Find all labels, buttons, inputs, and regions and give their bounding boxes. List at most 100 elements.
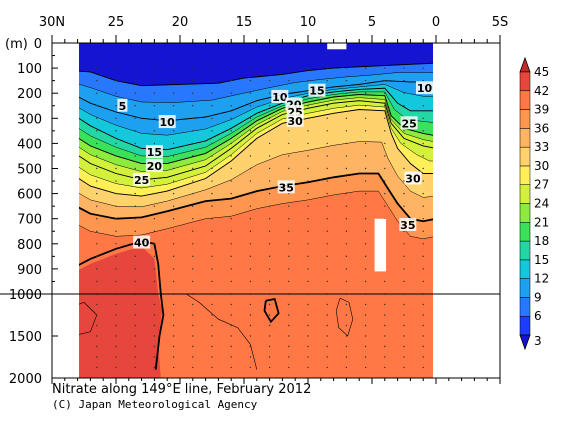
- contour-label: 35: [400, 219, 415, 232]
- colorbar-swatch: [519, 203, 531, 223]
- sample-dot: [211, 205, 213, 207]
- sample-dot: [230, 255, 232, 258]
- sample-dot: [77, 304, 78, 305]
- sample-dot: [422, 130, 424, 132]
- sample-dot: [96, 230, 98, 232]
- x-axis: 30N 25 20 15 10 5 0 5S: [39, 15, 508, 384]
- sample-dot: [172, 324, 175, 327]
- sample-dot: [96, 155, 98, 157]
- sample-dot: [192, 79, 194, 82]
- sample-dot: [77, 205, 78, 206]
- sample-dot: [115, 268, 117, 270]
- contour-25: [79, 100, 433, 181]
- sample-dot: [134, 280, 136, 283]
- sample-dot: [230, 366, 232, 369]
- sample-dot: [134, 67, 136, 69]
- sample-dot: [384, 345, 386, 348]
- sample-dot: [268, 54, 271, 57]
- sample-dot: [115, 314, 117, 316]
- sample-dot: [115, 192, 117, 195]
- sample-dot: [268, 280, 271, 283]
- x-tick-label: 5: [368, 15, 376, 30]
- sample-dot: [77, 356, 78, 357]
- sample-dot: [192, 230, 194, 232]
- colorbar-swatch: [519, 315, 531, 336]
- y-tick-label: 2000: [9, 372, 42, 387]
- sample-dot: [364, 67, 367, 69]
- sample-dot: [230, 303, 232, 306]
- sample-dot: [403, 130, 405, 132]
- sample-dot: [268, 314, 271, 316]
- sample-dot: [403, 335, 405, 337]
- contour-label: 10: [160, 116, 176, 129]
- sample-dot: [230, 79, 232, 82]
- fill-band-lowest: [79, 43, 433, 86]
- contour-label-bg: [133, 172, 151, 186]
- sample-dot: [192, 303, 194, 306]
- sample-dot: [268, 345, 271, 348]
- sample-dot: [211, 155, 213, 157]
- sample-dot: [211, 230, 213, 232]
- contour-label-bg: [400, 116, 418, 130]
- sample-dot: [77, 143, 78, 144]
- sample-dot: [96, 366, 98, 369]
- sample-dot: [96, 180, 98, 182]
- sample-dot: [115, 180, 117, 182]
- sample-dot: [268, 105, 271, 107]
- sample-dot: [172, 205, 175, 207]
- sample-dot: [422, 205, 424, 207]
- sample-dot: [384, 155, 386, 157]
- sample-dot: [192, 192, 194, 195]
- sample-dot: [307, 79, 309, 82]
- sample-dot: [249, 79, 252, 82]
- sample-dot: [211, 67, 213, 69]
- x-tick-label: 10: [300, 15, 317, 30]
- sample-dot: [249, 130, 252, 132]
- sample-dot: [249, 54, 252, 57]
- contour-label-bg: [145, 145, 163, 159]
- sample-dot: [192, 130, 194, 132]
- sample-dot: [249, 192, 252, 195]
- contour-35: [79, 172, 433, 223]
- sample-dot: [345, 54, 348, 57]
- sample-dot: [153, 79, 156, 82]
- sample-dot: [307, 67, 309, 69]
- sample-dot: [153, 142, 156, 145]
- sample-dot: [345, 335, 348, 337]
- sample-dot: [77, 335, 78, 336]
- sample-dot: [345, 243, 348, 245]
- sample-dot: [96, 314, 98, 316]
- sample-dot: [422, 366, 424, 369]
- sample-dot: [403, 324, 405, 327]
- contour-lens: [335, 297, 354, 337]
- sample-dot: [211, 324, 213, 327]
- sample-dot: [364, 167, 367, 170]
- sample-dot: [364, 79, 367, 82]
- contour-label-bg: [277, 180, 295, 194]
- sample-dot: [153, 345, 156, 348]
- sample-dot: [249, 105, 252, 107]
- colorbar-label: 45: [534, 65, 549, 79]
- sample-dot: [288, 255, 290, 258]
- sample-dot: [326, 92, 328, 94]
- sample-dot: [249, 324, 252, 327]
- colorbar-label: 3: [534, 334, 542, 348]
- sample-dot: [153, 255, 156, 258]
- sample-dot: [172, 280, 175, 283]
- contour-label: 25: [134, 174, 149, 187]
- sample-dot: [153, 205, 156, 207]
- sample-dot: [192, 92, 194, 94]
- contour-label-bg: [145, 158, 163, 172]
- contour-label-bg: [133, 235, 151, 249]
- sample-dot: [115, 335, 117, 337]
- sample-dot: [115, 324, 117, 327]
- sample-dot: [192, 268, 194, 270]
- sample-dot: [172, 67, 175, 69]
- sample-dot: [326, 366, 328, 369]
- sample-dot: [172, 356, 175, 358]
- sample-dot: [307, 105, 309, 107]
- sample-dots: [77, 54, 424, 369]
- sample-dot: [115, 79, 117, 82]
- sample-dot: [307, 345, 309, 348]
- sample-dot: [268, 130, 271, 132]
